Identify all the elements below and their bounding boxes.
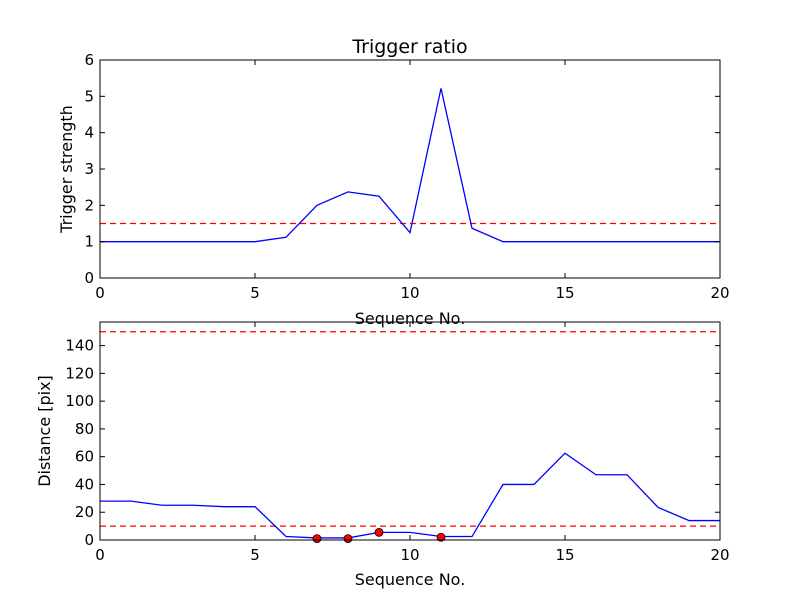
trigger-ratio-axes: 0 5 10 15 20 0 1 2 3 4 5 6 Sequence No. Trigger stren… <box>57 36 730 328</box>
series-line-0 <box>100 88 720 243</box>
series-line-0 <box>100 452 720 539</box>
y-tick-label-4: 80 <box>75 420 94 438</box>
y-tick-label-3: 60 <box>75 448 94 466</box>
x-tick-label-3: 15 <box>555 284 574 302</box>
x-tick-label-1: 5 <box>250 284 260 302</box>
x-tick-label-2: 10 <box>400 546 419 564</box>
y-tick-label-2: 2 <box>84 196 94 214</box>
y-tick-label-6: 120 <box>65 364 94 382</box>
y-axis-label: Trigger strength <box>57 105 76 234</box>
axes-frame <box>99 59 721 279</box>
x-tick-label-2: 10 <box>400 284 419 302</box>
y-tick-label-0: 0 <box>84 269 94 287</box>
x-tick-label-4: 20 <box>710 546 729 564</box>
y-tick-label-0: 0 <box>84 531 94 549</box>
distance-axes: 0 5 10 15 20 0 20 40 60 80 100 120 140 Sequence No. Di… <box>35 321 730 589</box>
x-tick-label-4: 20 <box>710 284 729 302</box>
x-tick-label-3: 15 <box>555 546 574 564</box>
chart-title: Trigger ratio <box>351 36 467 58</box>
x-tick-label-0: 0 <box>95 284 105 302</box>
x-axis-label: Sequence No. <box>355 570 466 589</box>
y-axis-label: Distance [pix] <box>35 375 54 487</box>
y-tick-label-7: 140 <box>65 337 94 355</box>
data-point-2 <box>374 527 384 537</box>
x-tick-label-1: 5 <box>250 546 260 564</box>
axes-frame <box>99 321 721 541</box>
y-tick-label-5: 5 <box>84 87 94 105</box>
y-tick-label-6: 6 <box>84 51 94 69</box>
y-tick-label-2: 40 <box>75 475 94 493</box>
y-tick-label-4: 4 <box>84 124 94 142</box>
y-tick-label-1: 1 <box>84 233 94 251</box>
x-tick-label-0: 0 <box>95 546 105 564</box>
data-point-0 <box>312 534 322 544</box>
y-tick-label-5: 100 <box>65 392 94 410</box>
data-point-1 <box>343 534 353 544</box>
data-point-3 <box>436 532 446 542</box>
y-tick-label-1: 20 <box>75 503 94 521</box>
x-axis-label: Sequence No. <box>355 309 466 328</box>
y-tick-label-3: 3 <box>84 160 94 178</box>
